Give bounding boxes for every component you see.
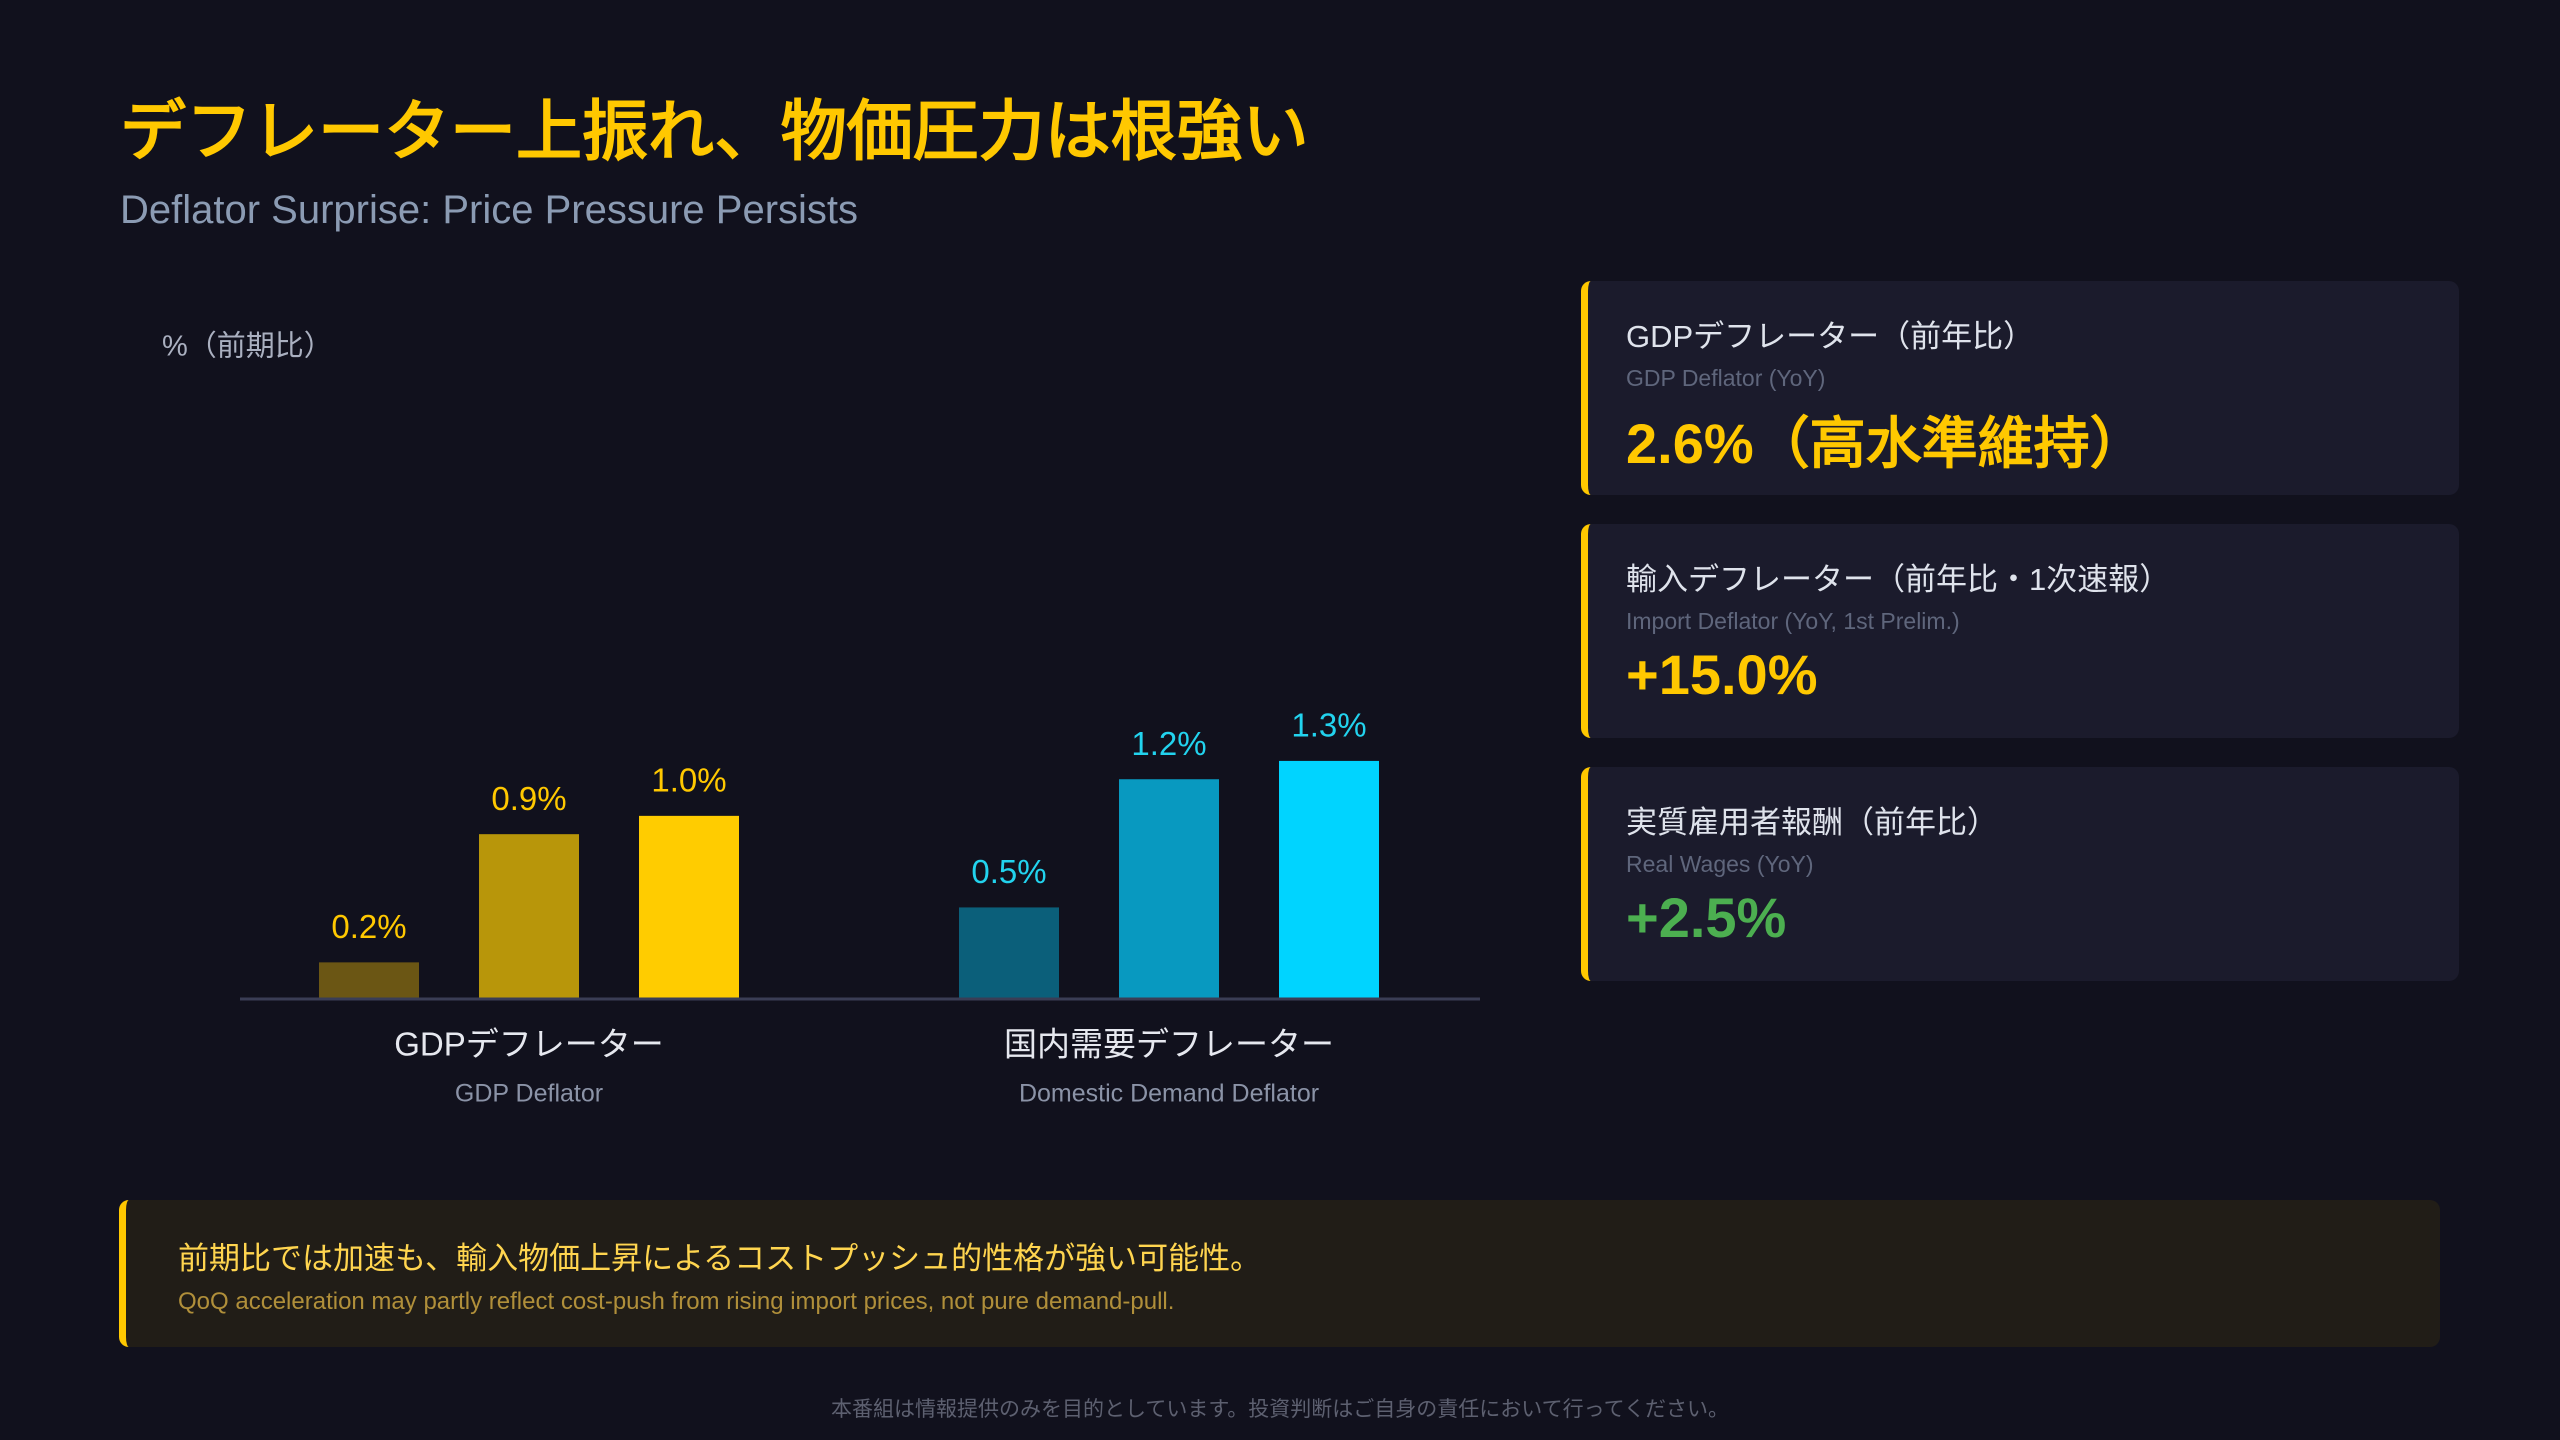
bar xyxy=(1279,760,1379,999)
card-subtitle: GDP Deflator (YoY) xyxy=(1626,365,1826,391)
category-subtitle: Domestic Demand Deflator xyxy=(1019,1080,1319,1108)
chart: %（前期比） 0.2% 0.9% 1.0% GDPデフレーター GDP Deflator… xyxy=(162,330,1480,1108)
card-subtitle: Import Deflator (YoY, 1st Prelim.) xyxy=(1626,608,1960,634)
card-value: +15.0% xyxy=(1626,643,1818,706)
value-label: 0.5% xyxy=(971,853,1046,890)
value-label: 0.2% xyxy=(331,908,406,945)
note-subtext: QoQ acceleration may partly reflect cost… xyxy=(178,1288,1175,1315)
value-label: 1.3% xyxy=(1291,707,1366,744)
bar xyxy=(959,907,1059,999)
bar xyxy=(639,815,739,999)
title: デフレーター上振れ、物価圧力は根強い xyxy=(120,94,1309,168)
category-label: 国内需要デフレーター xyxy=(1004,1026,1334,1063)
footer: 本番組は情報提供のみを目的としています。投資判断はご自身の責任において行ってくだ… xyxy=(831,1398,1729,1421)
y-axis-label: %（前期比） xyxy=(162,330,333,363)
stat-card: GDPデフレーター（前年比） GDP Deflator (YoY) 2.6%（高水準… xyxy=(1581,281,2459,495)
value-label: 1.0% xyxy=(651,762,726,799)
bar xyxy=(319,962,419,999)
value-label: 1.2% xyxy=(1131,725,1206,762)
card-title: 輸入デフレーター（前年比・1次速報） xyxy=(1626,562,2171,597)
bar xyxy=(479,834,579,999)
card-value: 2.6%（高水準維持） xyxy=(1626,412,2146,475)
card-value: +2.5% xyxy=(1626,886,1787,949)
stat-card: 輸入デフレーター（前年比・1次速報） Import Deflator (YoY, … xyxy=(1581,524,2459,738)
card-title: 実質雇用者報酬（前年比） xyxy=(1626,805,1998,840)
value-label: 0.9% xyxy=(491,780,566,817)
card-subtitle: Real Wages (YoY) xyxy=(1626,851,1814,877)
category-subtitle: GDP Deflator xyxy=(455,1080,603,1108)
note-box: 前期比では加速も、輸入物価上昇によるコストプッシュ的性格が強い可能性。 QoQ … xyxy=(119,1200,2440,1347)
note-text: 前期比では加速も、輸入物価上昇によるコストプッシュ的性格が強い可能性。 xyxy=(178,1241,1262,1276)
bar xyxy=(1119,779,1219,999)
card-title: GDPデフレーター（前年比） xyxy=(1626,319,2035,354)
category-label: GDPデフレーター xyxy=(394,1026,664,1063)
subtitle: Deflator Surprise: Price Pressure Persis… xyxy=(120,188,859,232)
stat-card: 実質雇用者報酬（前年比） Real Wages (YoY) +2.5% xyxy=(1581,767,2459,981)
